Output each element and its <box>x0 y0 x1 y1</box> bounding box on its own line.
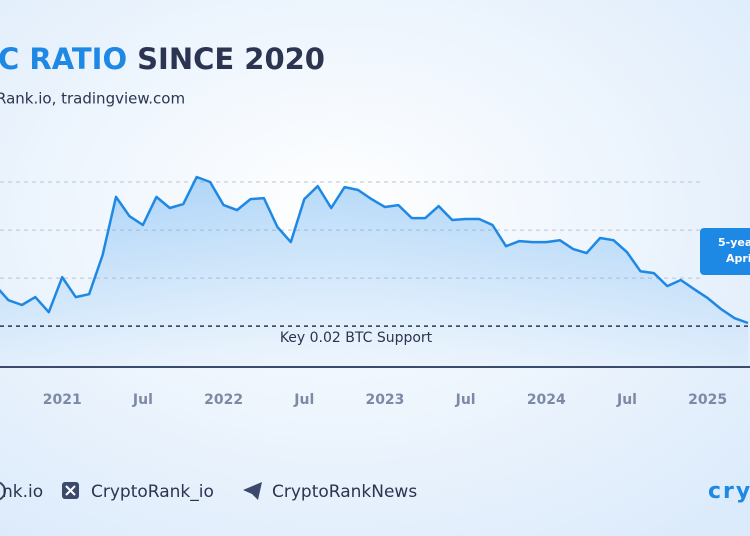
logo: cryp <box>708 479 750 504</box>
area-fill <box>0 177 748 367</box>
x-tick-label: 2023 <box>365 392 404 408</box>
x-tick-label: Jul <box>455 392 476 408</box>
x-tick-label: Jul <box>293 392 314 408</box>
title-accent: C RATIO <box>0 42 127 76</box>
support-label: Key 0.02 BTC Support <box>280 330 433 346</box>
globe-icon <box>0 481 6 501</box>
chart-title: C RATIO SINCE 2020 <box>0 42 325 76</box>
footer-link[interactable]: CryptoRankNews <box>272 482 417 502</box>
title-main: SINCE 2020 <box>137 42 325 76</box>
telegram-icon <box>243 482 262 500</box>
x-tick-label: Jul <box>132 392 153 408</box>
subtitle: Rank.io, tradingview.com <box>0 90 185 108</box>
x-icon-mark <box>65 485 76 496</box>
callout-text: 5-yea <box>718 236 750 249</box>
callout-box <box>700 228 750 275</box>
callout-text: Apri <box>726 252 750 265</box>
x-tick-label: 2025 <box>688 392 727 408</box>
plot: 2021 Jul 2022 Jul 2023 Jul 2024 Jul 2025 Key 0.02… <box>0 175 750 408</box>
x-tick-label: 2021 <box>43 392 82 408</box>
x-tick-label: Jul <box>616 392 637 408</box>
line <box>0 175 749 325</box>
x-tick-label: 2024 <box>527 392 566 408</box>
x-tick-label: 2022 <box>204 392 243 408</box>
footer-link[interactable]: nk.io <box>2 482 43 502</box>
footer-link[interactable]: CryptoRank_io <box>91 482 214 502</box>
